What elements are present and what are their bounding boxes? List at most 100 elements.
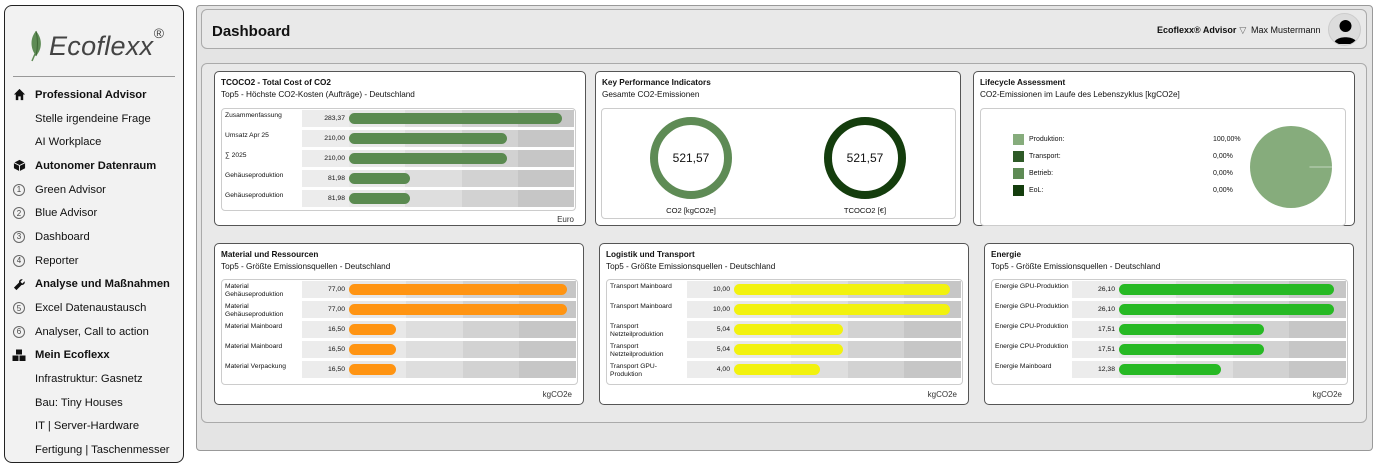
bar-label: Material Verpackung xyxy=(225,363,286,370)
sidebar-item[interactable]: IT | Server-Hardware xyxy=(5,415,183,439)
sidebar-item[interactable]: Autonomer Datenraum xyxy=(5,154,183,178)
legend-percentage: 0,00% xyxy=(1213,169,1233,177)
bar-row[interactable]: Material Mainboard 16,50 xyxy=(223,321,576,340)
legend-label: Transport: xyxy=(1029,152,1061,160)
bar-track-band xyxy=(847,341,905,358)
bar-row[interactable]: Energie GPU-Produktion 26,10 xyxy=(993,301,1346,320)
bar-fill xyxy=(734,304,951,315)
bar-row[interactable]: Energie CPU-Produktion 17,51 xyxy=(993,321,1346,340)
sidebar-nav: Professional Advisor Stelle irgendeine Fr… xyxy=(5,83,183,462)
pie-slice xyxy=(1250,126,1332,208)
bar-row[interactable]: Transport Netzteilproduktion 5,04 xyxy=(608,321,961,340)
bar-track xyxy=(349,150,574,167)
sidebar-item[interactable]: Professional Advisor xyxy=(5,83,183,107)
step-number: 2 xyxy=(13,207,25,220)
bar-fill xyxy=(734,344,843,355)
cube-icon xyxy=(12,159,26,173)
bar-row[interactable]: Zusammenfassung 283,37 xyxy=(223,110,574,129)
sidebar-item[interactable]: AI Workplace xyxy=(5,130,183,154)
leaf-icon xyxy=(31,30,41,62)
sidebar-item[interactable]: Fertigung | Taschenmesser xyxy=(5,438,183,462)
sidebar-item[interactable]: 4 Reporter xyxy=(5,249,183,273)
sidebar-item[interactable]: Analyse und Maßnahmen xyxy=(5,273,183,297)
bar-value: 16,50 xyxy=(302,361,349,378)
bar-track xyxy=(1119,281,1346,298)
bar-row[interactable]: Energie CPU-Produktion 17,51 xyxy=(993,341,1346,360)
legend-item: Produktion: 100,00% xyxy=(1013,133,1313,145)
card-title: Energie xyxy=(991,250,1022,259)
bar-label: Energie CPU-Produktion xyxy=(995,343,1069,350)
sidebar-item[interactable]: Stelle irgendeine Frage xyxy=(5,107,183,131)
bar-track-band xyxy=(1289,341,1346,358)
bar-row[interactable]: Material Gehäuseproduktion 77,00 xyxy=(223,301,576,320)
bar-fill xyxy=(734,364,821,375)
card-title: Key Performance Indicators xyxy=(602,78,711,87)
sidebar-item[interactable]: Infrastruktur: Gasnetz xyxy=(5,367,183,391)
legend-swatch xyxy=(1013,133,1024,145)
brand-logo[interactable]: Ecoflexx® xyxy=(27,25,164,64)
bar-fill xyxy=(349,173,411,184)
bar-fill xyxy=(349,193,411,204)
bar-value: 16,50 xyxy=(302,321,349,338)
step-number: 4 xyxy=(13,254,25,267)
bar-track-band xyxy=(847,361,905,378)
bar-label: Transport Mainboard xyxy=(610,283,672,290)
bar-value: 77,00 xyxy=(302,301,349,318)
sidebar-item[interactable]: 2 Blue Advisor xyxy=(5,201,183,225)
legend-item: Transport: 0,00% xyxy=(1013,150,1313,162)
bar-row[interactable]: Material Verpackung 16,50 xyxy=(223,361,576,380)
bar-track-band xyxy=(405,321,463,338)
sidebar-item[interactable]: Mein Ecoflexx xyxy=(5,344,183,368)
bar-row[interactable]: Transport Mainboard 10,00 xyxy=(608,301,961,320)
energie-card: Energie Top5 - Größte Emissionsquellen -… xyxy=(984,243,1354,405)
wrench-icon xyxy=(12,277,26,291)
legend-label: Produktion: xyxy=(1029,135,1065,143)
bar-row[interactable]: Transport GPU-Produktion 4,00 xyxy=(608,361,961,380)
sidebar-item[interactable]: 3 Dashboard xyxy=(5,225,183,249)
bar-row[interactable]: Material Mainboard 16,50 xyxy=(223,341,576,360)
card-subtitle: Top5 - Größte Emissionsquellen - Deutsch… xyxy=(221,262,391,271)
advisor-dropdown[interactable]: Ecoflexx® Advisor ▽ xyxy=(1157,25,1246,36)
bar-track-band xyxy=(462,341,520,358)
energie-bar-list: Energie GPU-Produktion 26,10 Energie GPU-P… xyxy=(991,279,1348,385)
card-title: Logistik und Transport xyxy=(606,250,695,259)
bar-row[interactable]: ∑ 2025 210,00 xyxy=(223,150,574,169)
bar-fill xyxy=(734,284,951,295)
bar-track-band xyxy=(517,170,574,187)
bar-track-band xyxy=(461,170,518,187)
bar-track xyxy=(734,361,961,378)
bar-row[interactable]: Energie Mainboard 12,38 xyxy=(993,361,1346,380)
legend-item: Betrieb: 0,00% xyxy=(1013,167,1313,179)
chevron-down-icon: ▽ xyxy=(1239,25,1247,35)
card-title: Lifecycle Assessment xyxy=(980,78,1066,87)
bar-fill xyxy=(1119,284,1335,295)
bar-row[interactable]: Umsatz Apr 25 210,00 xyxy=(223,130,574,149)
co2-ring: 521,57 xyxy=(650,117,732,199)
bar-value: 5,04 xyxy=(687,341,734,358)
unit-label: kgCO2e xyxy=(1312,390,1342,399)
bar-row[interactable]: Gehäuseproduktion 81,98 xyxy=(223,190,574,209)
sidebar-item-label: Professional Advisor xyxy=(35,88,147,101)
sidebar-item[interactable]: 6 Analyser, Call to action xyxy=(5,320,183,344)
bar-track-band xyxy=(462,361,520,378)
bar-track-band xyxy=(1289,321,1346,338)
bar-row[interactable]: Transport Mainboard 10,00 xyxy=(608,281,961,300)
step-number: 3 xyxy=(13,230,25,243)
avatar[interactable] xyxy=(1328,13,1361,46)
sidebar-item-label: Mein Ecoflexx xyxy=(35,349,110,362)
bar-value: 210,00 xyxy=(302,130,349,147)
bar-track xyxy=(734,321,961,338)
user-name[interactable]: Max Mustermann xyxy=(1251,25,1321,35)
tcoco2-ring: 521,57 xyxy=(824,117,906,199)
bar-row[interactable]: Energie GPU-Produktion 26,10 xyxy=(993,281,1346,300)
bar-row[interactable]: Gehäuseproduktion 81,98 xyxy=(223,170,574,189)
sidebar-item[interactable]: Bau: Tiny Houses xyxy=(5,391,183,415)
kpi-card: Key Performance Indicators Gesamte CO2-E… xyxy=(595,71,961,226)
sidebar-item[interactable]: 5 Excel Datenaustausch xyxy=(5,296,183,320)
bar-fill xyxy=(349,133,507,144)
bar-row[interactable]: Transport Netzteilproduktion 5,04 xyxy=(608,341,961,360)
bar-row[interactable]: Material Gehäuseproduktion 77,00 xyxy=(223,281,576,300)
bar-track xyxy=(1119,361,1346,378)
dashboard-content: TCOCO2 - Total Cost of CO2 Top5 - Höchst… xyxy=(201,63,1367,423)
sidebar-item[interactable]: 1 Green Advisor xyxy=(5,178,183,202)
